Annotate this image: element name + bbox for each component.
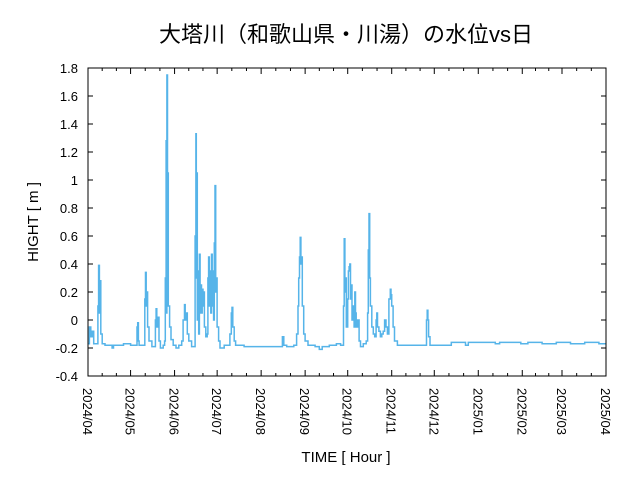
y-tick-label: 0.8 (60, 201, 78, 216)
y-tick-label: -0.2 (56, 341, 78, 356)
y-tick-label: -0.4 (56, 369, 78, 384)
y-tick-label: 1 (71, 173, 78, 188)
x-tick-label: 2024/07 (209, 388, 224, 435)
y-tick-label: 1.2 (60, 145, 78, 160)
y-tick-label: 1.6 (60, 89, 78, 104)
y-tick-label: 0.6 (60, 229, 78, 244)
x-tick-label: 2025/02 (514, 388, 529, 435)
x-tick-label: 2024/06 (167, 388, 182, 435)
y-tick-label: 1.4 (60, 117, 78, 132)
series-line-water-level (88, 74, 606, 351)
x-tick-label: 2025/01 (470, 388, 485, 435)
y-tick-label: 1.8 (60, 61, 78, 76)
x-tick-label: 2024/08 (253, 388, 268, 435)
x-tick-label: 2025/04 (598, 388, 613, 435)
plot-frame (87, 67, 607, 377)
x-tick-label: 2024/05 (123, 388, 138, 435)
series-layer (88, 74, 606, 351)
x-axis-label: TIME [ Hour ] (301, 449, 390, 466)
axes: -0.4 -0.2 0 0.2 0.4 0.6 0.8 1 1.2 1.4 1.6 1.8 2024/0… (56, 61, 613, 435)
y-tick-label: 0 (71, 313, 78, 328)
x-tick-label: 2024/12 (426, 388, 441, 435)
x-tick-label: 2024/10 (340, 388, 355, 435)
y-tick-label: 0.2 (60, 285, 78, 300)
x-tick-label: 2024/11 (384, 388, 399, 434)
y-axis-label: HIGHT [ m ] (25, 182, 42, 262)
y-tick-label: 0.4 (60, 257, 78, 272)
chart-title: 大塔川（和歌山県・川湯）の水位vs日 (159, 22, 533, 47)
x-tick-label: 2025/03 (554, 388, 569, 435)
x-tick-label: 2024/09 (297, 388, 312, 435)
x-tick-label: 2024/04 (80, 388, 95, 435)
